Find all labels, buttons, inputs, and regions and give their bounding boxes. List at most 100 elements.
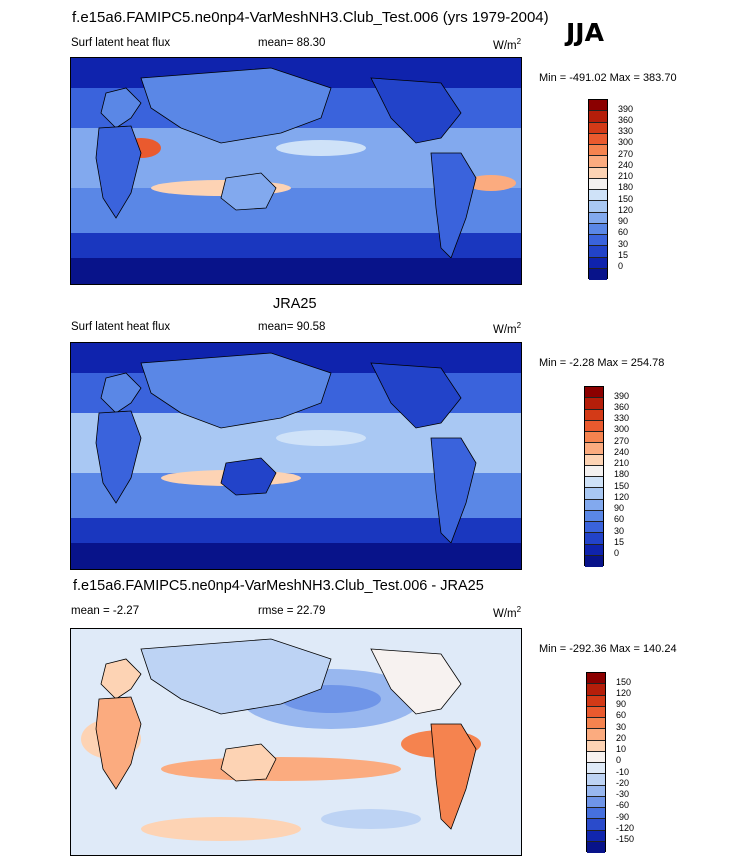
panel-2-mean-label: mean= 90.58 <box>258 321 326 333</box>
panel-1-level-label: 120 <box>618 205 634 215</box>
panel-1-minmax-label: Min = -491.02 Max = 383.70 <box>539 72 677 84</box>
panel-1-colorbar-box <box>589 268 607 280</box>
panel-3-level-label: 120 <box>616 688 632 698</box>
panel-3-level-label: 90 <box>616 699 627 709</box>
panel-3-units-label: W/m2 <box>493 605 522 620</box>
panel-1-colorbar-box <box>589 122 607 134</box>
panel-3-level-label: -150 <box>616 834 635 844</box>
panel-2-level-label: 360 <box>614 402 630 412</box>
panel-2-level-label: 30 <box>614 526 625 536</box>
panel-3-colorbar-box <box>587 841 605 853</box>
panel-3-level-label: -10 <box>616 767 630 777</box>
panel-1-colorbar-box <box>589 223 607 235</box>
panel-3-colorbar <box>586 672 606 853</box>
panel-1-map <box>70 57 522 285</box>
panel-2-variable-label: Surf latent heat flux <box>71 321 171 333</box>
panel-3-level-label: -120 <box>616 823 635 833</box>
panel-3-colorbar-box <box>587 695 605 707</box>
panel-1-colorbar-box <box>589 190 607 202</box>
panel-1-colorbar-box <box>589 145 607 157</box>
panel-1-colorbar-box <box>589 111 607 123</box>
panel-3-colorbar-box <box>587 763 605 775</box>
panel-3-rmse-label: rmse = 22.79 <box>258 605 326 617</box>
panel-1-level-label: 15 <box>618 250 629 260</box>
panel-1-level-label: 270 <box>618 149 634 159</box>
panel-1-level-label: 210 <box>618 171 634 181</box>
panel-3-map-svg <box>71 629 521 855</box>
panel-3-colorbar-box <box>587 684 605 696</box>
panel-3-level-label: -30 <box>616 789 630 799</box>
panel-3-map <box>70 628 522 856</box>
panel-1-map-svg <box>71 58 521 284</box>
panel-1-level-label: 0 <box>618 261 624 271</box>
season-label: JJA <box>566 18 604 47</box>
panel-1-level-label: 330 <box>618 126 634 136</box>
panel-2-level-label: 270 <box>614 436 630 446</box>
panel-3-colorbar-box <box>587 729 605 741</box>
panel-2-colorbar-box <box>585 387 603 399</box>
panel-2-level-label: 0 <box>614 548 620 558</box>
panel-1-colorbar-box <box>589 201 607 213</box>
panel-1-level-label: 30 <box>618 239 629 249</box>
panel-3-colorbar-box <box>587 796 605 808</box>
panel-1-colorbar-box <box>589 257 607 269</box>
panel-1-level-label: 60 <box>618 227 629 237</box>
panel-2-colorbar-box <box>585 454 603 466</box>
panel-2-colorbar-box <box>585 522 603 534</box>
panel-1-colorbar-box <box>589 100 607 112</box>
panel-3-heading: f.e15a6.FAMIPC5.ne0np4-VarMeshNH3.Club_T… <box>73 578 484 594</box>
panel-2-level-label: 390 <box>614 391 630 401</box>
panel-3-colorbar-box <box>587 706 605 718</box>
panel-2-level-label: 60 <box>614 514 625 524</box>
panel-2-level-label: 90 <box>614 503 625 513</box>
panel-1-units-label: W/m2 <box>493 37 522 52</box>
panel-2-colorbar-box <box>585 533 603 545</box>
panel-2-level-label: 150 <box>614 481 630 491</box>
panel-2-level-label: 15 <box>614 537 625 547</box>
panel-1-level-label: 360 <box>618 115 634 125</box>
panel-2-colorbar-box <box>585 555 603 567</box>
panel-2-level-label: 240 <box>614 447 630 457</box>
panel-2-colorbar-box <box>585 398 603 410</box>
panel-2-colorbar <box>584 386 604 567</box>
figure-title: f.e15a6.FAMIPC5.ne0np4-VarMeshNH3.Club_T… <box>72 9 549 26</box>
panel-1-level-label: 150 <box>618 194 634 204</box>
panel-2-colorbar-box <box>585 477 603 489</box>
panel-1-colorbar-box <box>589 178 607 190</box>
panel-3-colorbar-box <box>587 718 605 730</box>
panel-1-level-label: 180 <box>618 182 634 192</box>
panel-2-colorbar-box <box>585 465 603 477</box>
panel-3-level-label: 10 <box>616 744 627 754</box>
panel-3-colorbar-box <box>587 673 605 685</box>
panel-3-colorbar-box <box>587 819 605 831</box>
panel-2-heading: JRA25 <box>273 296 317 312</box>
panel-2-colorbar-box <box>585 432 603 444</box>
panel-3-level-label: -20 <box>616 778 630 788</box>
panel-2-level-label: 180 <box>614 469 630 479</box>
panel-2-level-label: 330 <box>614 413 630 423</box>
panel-2-minmax-label: Min = -2.28 Max = 254.78 <box>539 357 665 369</box>
panel-2-level-label: 120 <box>614 492 630 502</box>
panel-1-variable-label: Surf latent heat flux <box>71 37 171 49</box>
panel-1-level-label: 90 <box>618 216 629 226</box>
panel-1-colorbar-box <box>589 235 607 247</box>
panel-2-colorbar-box <box>585 544 603 556</box>
panel-3-level-label: 150 <box>616 677 632 687</box>
panel-1-colorbar-box <box>589 212 607 224</box>
panel-1-level-label: 240 <box>618 160 634 170</box>
panel-3-level-label: 30 <box>616 722 627 732</box>
panel-3-level-label: 60 <box>616 710 627 720</box>
panel-2-colorbar-box <box>585 409 603 421</box>
panel-3-level-label: -90 <box>616 812 630 822</box>
panel-3-colorbar-box <box>587 808 605 820</box>
panel-2-level-label: 210 <box>614 458 630 468</box>
panel-1-level-label: 390 <box>618 104 634 114</box>
panel-1-level-label: 300 <box>618 137 634 147</box>
panel-3-colorbar-box <box>587 751 605 763</box>
panel-3-mean-label: mean = -2.27 <box>71 605 140 617</box>
panel-2-map-svg <box>71 343 521 569</box>
panel-2-map <box>70 342 522 570</box>
panel-2-colorbar-box <box>585 488 603 500</box>
panel-3-level-label: -60 <box>616 800 630 810</box>
panel-2-colorbar-box <box>585 510 603 522</box>
